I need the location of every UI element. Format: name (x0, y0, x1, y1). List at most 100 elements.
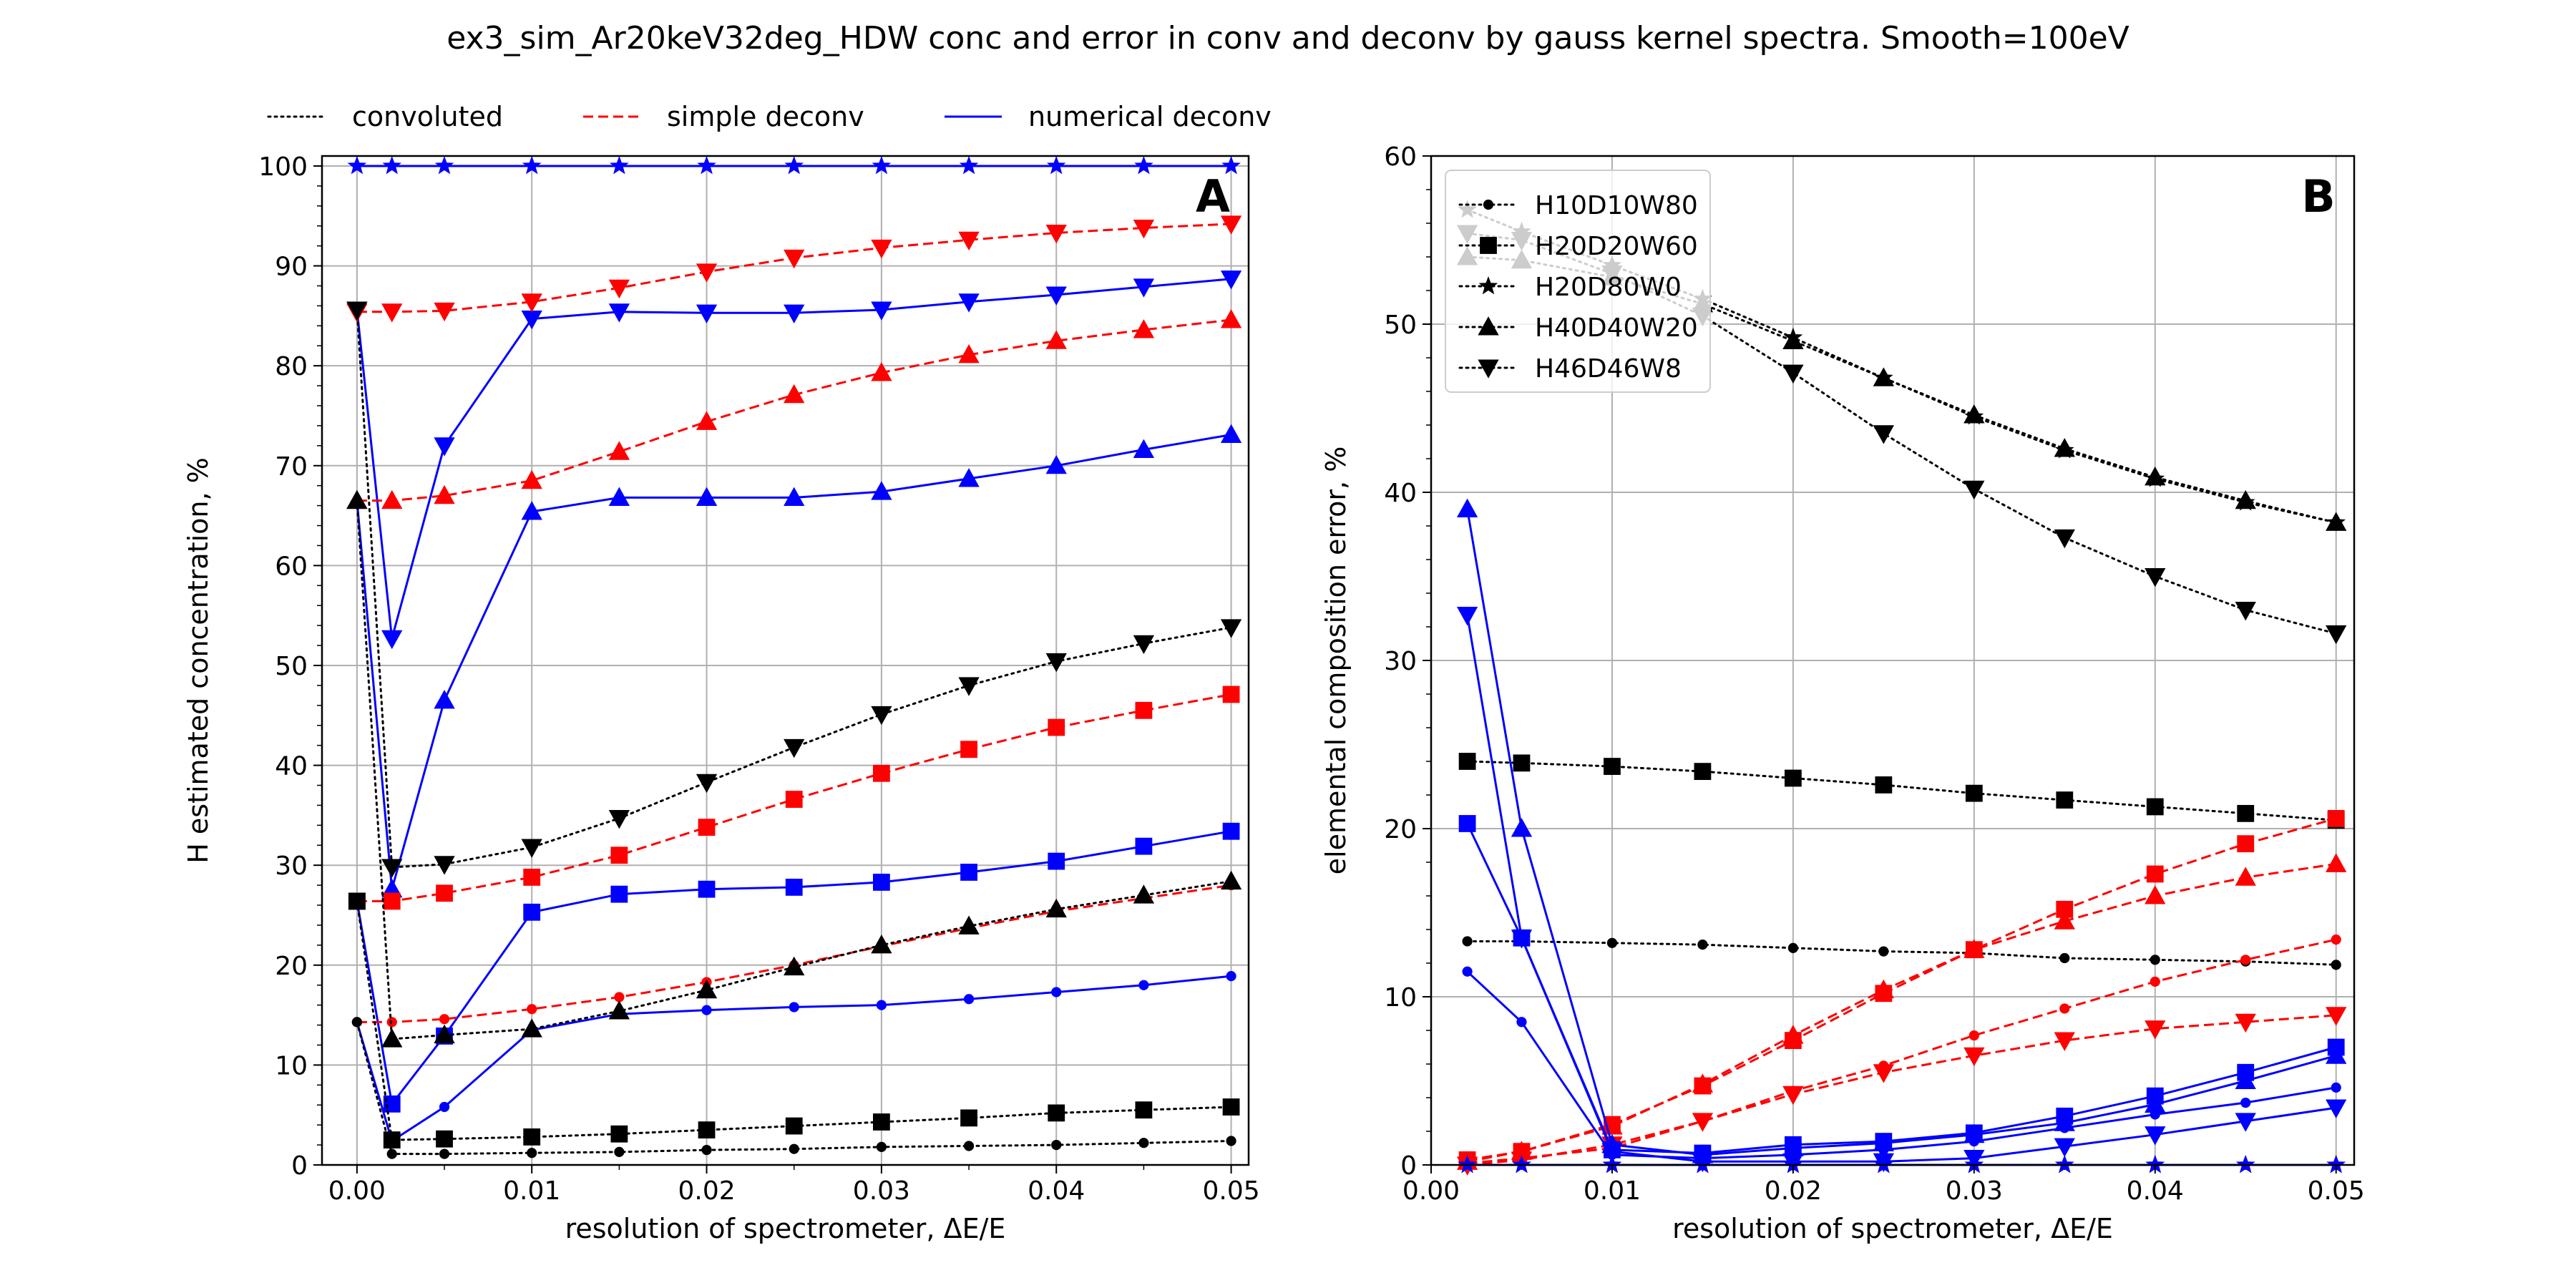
data-point (1221, 155, 1241, 175)
series-line-simple-triangle-down (356, 223, 1231, 313)
series-convoluted-square (1458, 753, 2345, 829)
data-point (386, 1148, 397, 1159)
y-tick-label: 50 (275, 652, 308, 681)
y-ticks: 0 10 20 30 40 50 60 70 80 90 100 (258, 152, 322, 1181)
series-line-simple-triangle-up (356, 318, 1231, 502)
data-point (2235, 867, 2256, 886)
data-point (1873, 1064, 1895, 1083)
legend-line-label: numerical deconv (1028, 101, 1272, 132)
data-point (614, 992, 625, 1002)
data-point (871, 362, 892, 381)
series-numerical-triangle-down (346, 270, 1242, 650)
series-simple-square (348, 686, 1240, 910)
data-point (1045, 653, 1067, 673)
data-point (1226, 971, 1236, 982)
series-line-convoluted-triangle-down (356, 308, 1233, 869)
data-point (436, 1130, 453, 1148)
data-point (2146, 798, 2164, 816)
data-point (784, 155, 804, 175)
data-point (2235, 489, 2256, 509)
series-convoluted-square (348, 892, 1240, 1148)
data-point (527, 1148, 537, 1158)
data-point (2054, 910, 2075, 930)
data-point (1692, 1073, 1714, 1093)
y-tick-label: 10 (275, 1051, 308, 1080)
data-point (1511, 930, 1533, 949)
data-point (1456, 607, 1478, 626)
legend-line-styles: convoluted simple deconv numerical deconv (267, 101, 1272, 132)
data-point (381, 489, 403, 509)
data-point (1516, 1017, 1527, 1028)
legend-label: H20D20W60 (1535, 232, 1698, 261)
data-point (521, 501, 542, 520)
data-point (1133, 319, 1155, 338)
y-tick-label: 50 (1384, 311, 1417, 340)
data-point (1875, 776, 1893, 794)
data-point (872, 764, 890, 782)
data-point (346, 489, 368, 509)
data-point (1462, 966, 1473, 977)
data-point (1133, 278, 1155, 298)
data-point (381, 859, 403, 878)
data-point (698, 819, 716, 836)
data-point (871, 706, 892, 726)
y-tick-label: 80 (275, 352, 308, 381)
data-point (434, 155, 454, 175)
series-line-convoluted-triangle-up (356, 499, 1233, 1040)
data-point (1138, 1138, 1149, 1148)
data-point (1782, 330, 1804, 350)
data-point (1784, 769, 1802, 787)
data-point (789, 1002, 799, 1013)
series-numerical-star (347, 155, 1241, 175)
data-point (1220, 424, 1242, 444)
data-point (521, 469, 542, 489)
data-point (2145, 885, 2166, 904)
data-point (1135, 701, 1153, 719)
data-point (383, 892, 401, 910)
data-point (871, 239, 892, 259)
series-group (346, 155, 1242, 1159)
x-tick-label: 0.03 (853, 1176, 910, 1206)
y-ticks: 0 10 20 30 40 50 60 (1384, 142, 1431, 1181)
data-point (785, 791, 803, 808)
data-point (958, 468, 980, 487)
data-point (784, 384, 805, 404)
panel-label: B (2301, 170, 2335, 223)
data-point (2237, 835, 2255, 853)
x-ticks: 0.00 0.01 0.02 0.03 0.04 0.05 (1402, 1165, 2365, 1206)
data-point (1968, 1030, 1979, 1041)
data-point (610, 1125, 628, 1143)
data-point (871, 481, 892, 500)
data-point (2326, 853, 2347, 872)
data-point (696, 979, 718, 999)
data-point (1138, 980, 1149, 990)
data-point (958, 915, 980, 935)
data-point (434, 856, 455, 875)
data-point (439, 1014, 450, 1025)
data-point (1051, 1139, 1062, 1151)
x-tick-label: 0.05 (1202, 1176, 1259, 1206)
data-point (1222, 686, 1240, 703)
data-point (2326, 625, 2347, 645)
panel-a: 0.00 0.01 0.02 0.03 0.04 0.05 0 10 20 30 40 50 60 70 8… (182, 152, 1260, 1244)
legend-line-label: simple deconv (667, 101, 864, 132)
x-tick-label: 0.01 (503, 1176, 560, 1206)
data-point (608, 279, 630, 299)
y-tick-label: 0 (291, 1151, 308, 1181)
y-tick-label: 20 (275, 952, 308, 981)
data-point (1782, 1085, 1804, 1106)
legend-swatch-marker (1480, 237, 1497, 254)
data-point (614, 1146, 625, 1157)
series-convoluted-triangle-up (346, 489, 1242, 1048)
data-point (521, 1018, 542, 1038)
data-point (2235, 1070, 2256, 1090)
series-line-numerical-dot (356, 975, 1231, 1143)
series-numerical-triangle-up (1456, 498, 2347, 1163)
data-point (2326, 512, 2347, 531)
data-point (2150, 976, 2160, 987)
y-tick-label: 100 (258, 152, 308, 182)
data-point (697, 155, 716, 175)
x-ticks: 0.00 0.01 0.02 0.03 0.04 0.05 (328, 1165, 1260, 1206)
data-point (2054, 1032, 2075, 1051)
